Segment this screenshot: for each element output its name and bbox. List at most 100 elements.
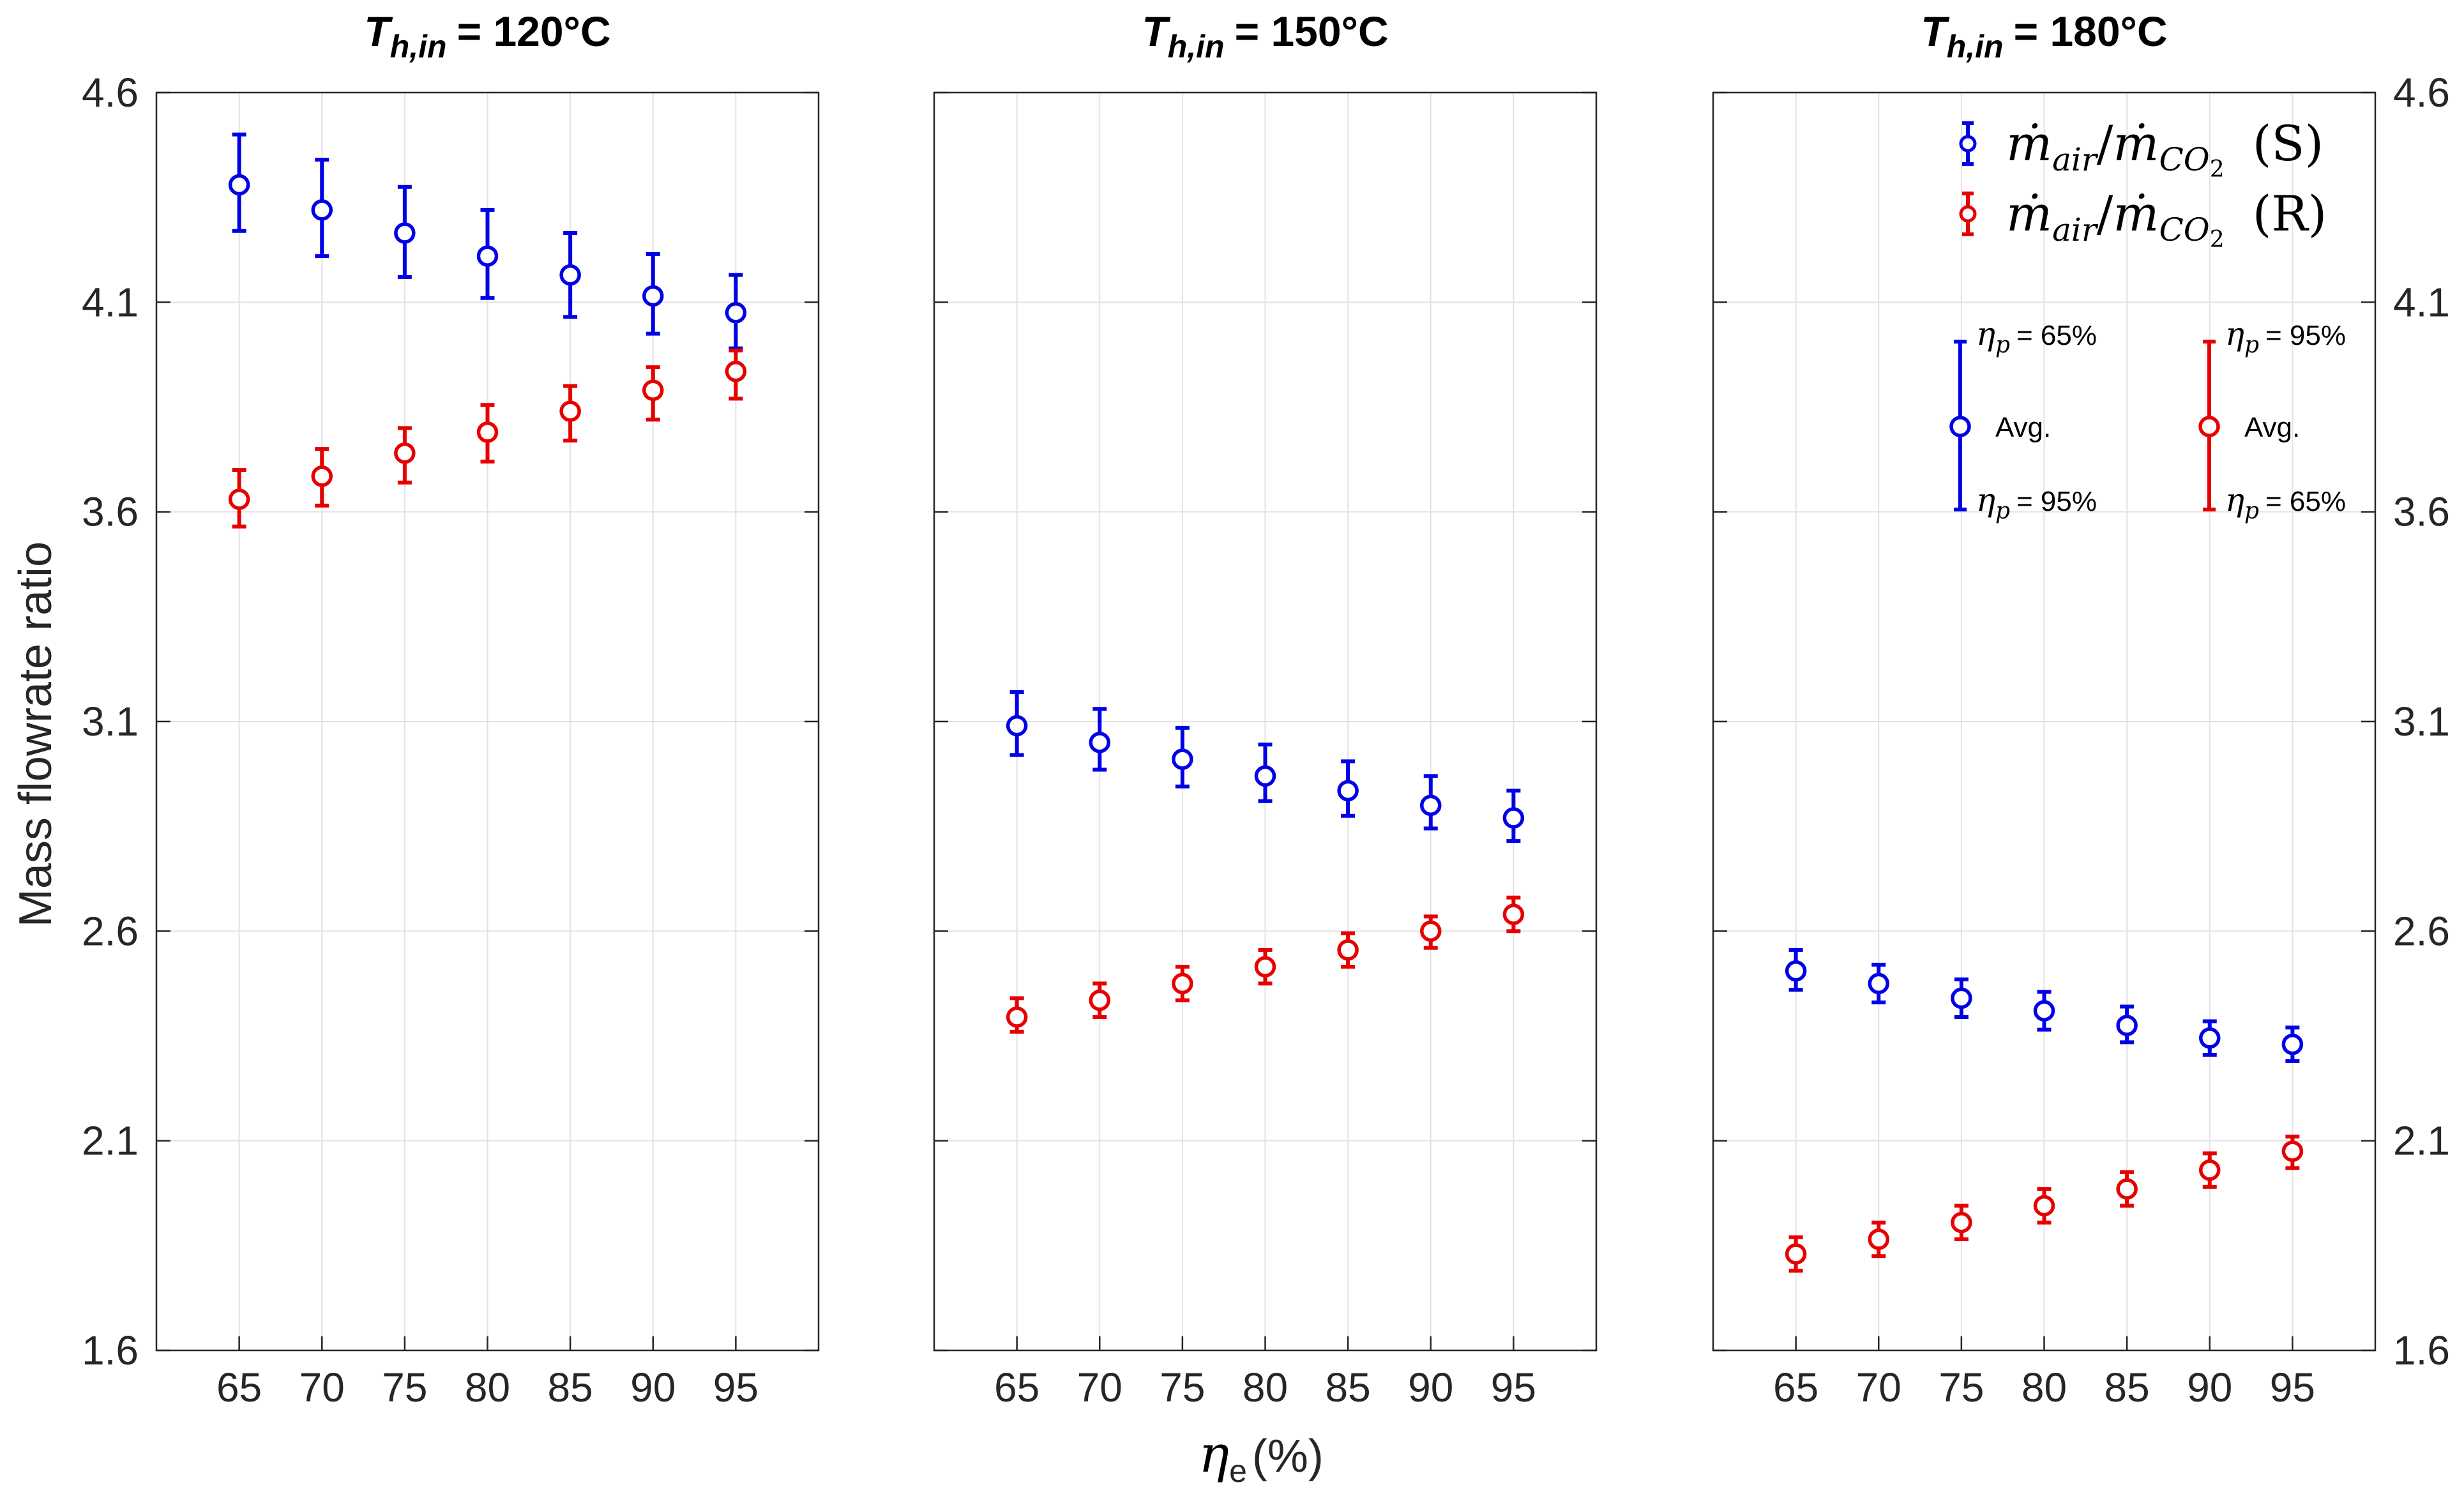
data-point-S	[1868, 972, 1889, 995]
data-point-S	[725, 302, 747, 324]
x-tick-label: 75	[382, 1364, 427, 1410]
panel-2: 65 70 75 80 85 90 95 Th,in = 150°C	[933, 8, 1598, 1410]
y-tick-label-right: 4.6	[2393, 70, 2450, 116]
data-point-R	[1420, 920, 1442, 942]
data-point-R	[1337, 939, 1359, 961]
data-point-S	[642, 285, 664, 307]
x-tick-label: 65	[994, 1364, 1039, 1410]
data-point-R	[559, 400, 581, 422]
data-point-S	[2116, 1015, 2138, 1036]
data-point-R	[2281, 1140, 2304, 1162]
panel-3: 1.6 2.1 2.6 3.1 3.6 4.1 4.6 65 70 75 80 85 90 95 Th,in…	[1712, 8, 2450, 1410]
annotation-bottom-label: ηp = 65%	[2225, 481, 2346, 524]
data-point-S	[1089, 732, 1110, 753]
data-point-S	[394, 222, 416, 244]
data-point-R	[1006, 1006, 1028, 1028]
panel-title: Th,in = 150°C	[1142, 8, 1388, 64]
annotation-bottom-label: ηp = 95%	[1976, 481, 2097, 524]
y-tick-label-right: 2.6	[2393, 908, 2450, 954]
legend-entry-R: ṁair/ṁCO2 (R)	[1959, 185, 2327, 253]
y-tick-label-right: 2.1	[2393, 1118, 2450, 1164]
x-tick-label: 85	[1326, 1364, 1371, 1410]
y-axis-label: Mass flowrate ratio	[10, 541, 61, 927]
data-point-S	[2199, 1027, 2221, 1049]
y-tick-label: 4.6	[82, 70, 139, 116]
data-point-R	[642, 379, 664, 401]
x-tick-label: 95	[2270, 1364, 2315, 1410]
x-tick-label: 90	[630, 1364, 676, 1410]
data-point-S	[1420, 794, 1442, 817]
data-point-R	[2116, 1178, 2138, 1200]
data-point-R	[1172, 972, 1193, 995]
annotation-circle	[1949, 416, 1971, 437]
y-tick-label-right: 1.6	[2393, 1327, 2450, 1373]
y-tick-label-right: 3.6	[2393, 489, 2450, 535]
data-point-R	[1785, 1243, 1807, 1265]
errorbar-annotation: Avg. ηp = 65% ηp = 95% Avg. ηp = 95% ηp = 65%	[1949, 315, 2346, 524]
annotation-circle	[2198, 416, 2220, 437]
data-point-S	[476, 245, 499, 267]
data-point-S	[228, 174, 250, 196]
data-point-S	[1254, 765, 1276, 787]
x-tick-label: 90	[2187, 1364, 2232, 1410]
data-point-S	[1785, 960, 1807, 982]
y-tick-label: 2.1	[82, 1118, 139, 1164]
x-tick-label: 80	[1243, 1364, 1288, 1410]
data-point-S	[2281, 1033, 2304, 1055]
y-tick-label-right: 4.1	[2393, 279, 2450, 325]
data-point-R	[311, 465, 333, 487]
panel-title: Th,in = 180°C	[1921, 8, 2167, 64]
x-tick-label: 90	[1408, 1364, 1453, 1410]
panel-1: 1.6 2.1 2.6 3.1 3.6 4.1 4.6 65 70 75 80 85 90 95 Th,in…	[82, 8, 820, 1410]
y-tick-label: 3.6	[82, 489, 139, 535]
x-tick-label: 80	[465, 1364, 510, 1410]
annotation-R: Avg. ηp = 95% ηp = 65%	[2198, 315, 2346, 524]
annotation-avg-label: Avg.	[1995, 412, 2051, 443]
data-point-R	[1254, 956, 1276, 978]
y-tick-label: 3.1	[82, 699, 139, 744]
x-tick-label: 70	[1856, 1364, 1901, 1410]
data-point-R	[1868, 1228, 1889, 1250]
annotation-top-label: ηp = 65%	[1976, 315, 2097, 358]
y-tick-label: 2.6	[82, 908, 139, 954]
x-axis-label-unit: (%)	[1252, 1431, 1324, 1482]
x-tick-label: 95	[1491, 1364, 1536, 1410]
data-point-R	[394, 442, 416, 464]
data-point-S	[1951, 987, 1972, 1009]
legend-marker-circle	[1959, 205, 1977, 223]
x-axis-label-sub: e	[1229, 1453, 1247, 1489]
data-point-R	[725, 360, 747, 382]
x-tick-label: 85	[2105, 1364, 2150, 1410]
data-point-S	[1172, 748, 1193, 770]
data-point-S	[1337, 780, 1359, 802]
x-tick-label: 65	[1773, 1364, 1818, 1410]
data-point-S	[311, 199, 333, 221]
data-point-S	[1006, 714, 1028, 737]
data-point-S	[1502, 807, 1525, 829]
y-tick-label-right: 3.1	[2393, 699, 2450, 744]
data-point-S	[2033, 1000, 2055, 1022]
data-point-R	[228, 488, 250, 510]
x-tick-label: 85	[548, 1364, 593, 1410]
x-tick-label: 75	[1939, 1364, 1984, 1410]
annotation-avg-label: Avg.	[2244, 412, 2300, 443]
x-tick-label: 65	[216, 1364, 262, 1410]
x-tick-label: 70	[1077, 1364, 1122, 1410]
x-tick-label: 80	[2022, 1364, 2067, 1410]
x-tick-label: 70	[299, 1364, 345, 1410]
annotation-S: Avg. ηp = 65% ηp = 95%	[1949, 315, 2097, 524]
data-point-R	[2033, 1195, 2055, 1217]
x-tick-label: 95	[713, 1364, 759, 1410]
data-point-R	[1502, 903, 1525, 925]
legend: ṁair/ṁCO2 (S)ṁair/ṁCO2 (R)	[1959, 115, 2327, 253]
data-point-R	[476, 421, 499, 443]
x-axis-label: ηe (%)	[1198, 1424, 1324, 1489]
x-tick-label: 75	[1160, 1364, 1205, 1410]
legend-marker-circle	[1959, 135, 1977, 153]
legend-label: ṁair/ṁCO2 (R)	[2006, 185, 2327, 253]
data-point-R	[1089, 989, 1110, 1011]
annotation-top-label: ηp = 95%	[2225, 315, 2346, 358]
panel-title: Th,in = 120°C	[364, 8, 610, 64]
y-tick-label: 4.1	[82, 279, 139, 325]
